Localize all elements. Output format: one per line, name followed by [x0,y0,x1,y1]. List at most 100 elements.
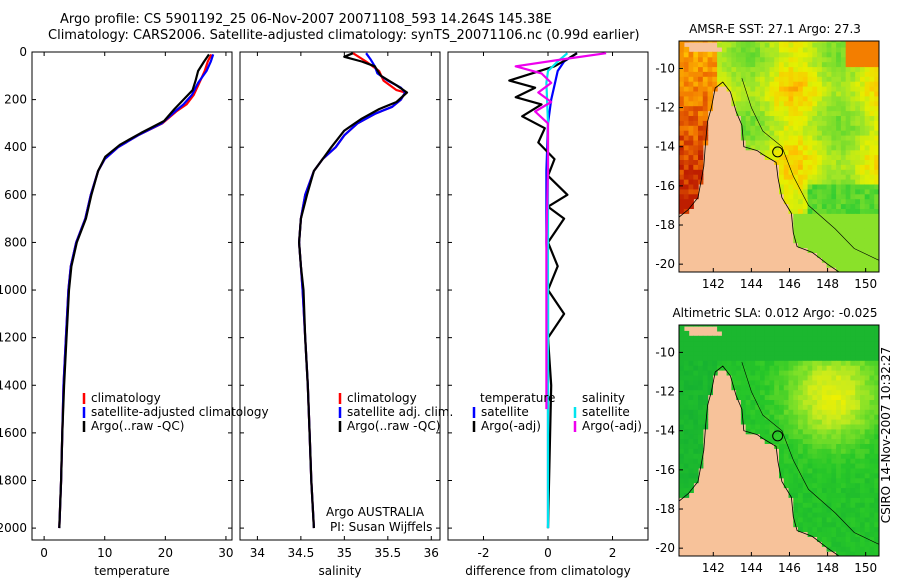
sst-cell [798,100,804,107]
sst-cell [698,95,704,102]
sla-cell [860,365,866,371]
sla-cell [845,502,852,508]
sst-cell [807,41,813,43]
sst-cell [717,56,723,63]
sst-cell [812,130,818,136]
sst-cell [831,71,837,77]
sst-cell [864,218,871,224]
sst-cell [764,42,771,48]
sst-cell [831,198,837,205]
sla-cell [845,512,852,518]
sla-cell [793,472,799,479]
sst-cell [860,81,866,87]
sst-cell [688,61,694,68]
sst-cell [855,213,861,219]
sla-cell [840,443,847,449]
sla-cell [812,326,818,332]
sst-cell [817,208,823,214]
sst-cell [783,61,790,68]
sst-cell [840,76,847,82]
sst-cell [745,71,752,77]
sst-cell [869,179,875,185]
sst-cell [874,179,879,185]
sst-map-title: AMSR-E SST: 27.1 Argo: 27.3 [689,22,861,36]
sst-cell [831,164,837,170]
sst-cell [836,149,842,156]
sla-cell [698,399,704,405]
sst-cell [779,179,785,185]
sst-cell [693,188,699,195]
sst-cell [679,144,685,151]
sla-cell [779,463,785,469]
sst-cell [845,169,852,175]
sla-cell [793,423,799,430]
sst-cell [845,242,852,249]
sla-cell [836,355,842,361]
sst-cell [826,46,832,53]
sst-cell [788,203,794,209]
sst-cell [836,110,842,116]
sla-cell [740,330,747,337]
sst-cell [864,56,871,63]
sla-cell [779,355,785,361]
sla-cell [802,330,809,337]
sst-cell [840,95,847,102]
sst-cell [860,208,866,214]
sst-cell [855,203,861,209]
sla-cell [821,502,828,508]
sst-cell [683,188,690,195]
sla-cell [831,458,837,464]
sla-cell [679,350,685,356]
sla-cell [826,458,832,464]
sla-cell [802,409,809,415]
sla-cell [817,428,823,435]
sst-cell [702,115,709,121]
sla-cell [793,345,799,352]
sst-cell [821,237,828,244]
sla-cell [774,379,780,386]
sla-cell [855,541,861,547]
sst-cell [869,247,875,253]
sla-cell [845,374,852,381]
sla-cell [731,335,737,342]
sla-cell [764,330,771,337]
sst-cell [860,110,866,116]
sla-cell [831,487,837,493]
sst-cell [793,110,799,116]
sst-cell [802,42,809,48]
sla-cell [798,502,804,508]
sst-cell [755,81,761,87]
sla-cell [855,423,861,430]
sst-cell [817,159,823,165]
sla-cell [745,404,752,410]
sst-cell [836,232,842,239]
sst-cell [740,56,747,63]
sla-cell [864,428,871,435]
sla-cell [683,345,690,352]
sst-cell [755,66,761,72]
sst-cell [817,139,823,146]
sla-cell [821,536,828,542]
sst-cell [693,154,699,160]
sst-cell [679,125,685,131]
sst-cell [869,232,875,239]
sst-cell [845,56,852,63]
sst-cell [874,213,879,219]
sst-cell [860,61,866,68]
sla-cell [812,467,818,474]
sla-cell [864,502,871,508]
sla-cell [864,340,871,347]
sst-cell [807,193,813,200]
sla-cell [845,482,852,489]
sst-cell [864,42,871,48]
sst-cell [802,41,809,43]
sla-cell [779,379,785,386]
sla-cell [864,404,871,410]
sst-cell [874,267,879,272]
sst-cell [850,174,856,180]
sla-cell [779,423,785,430]
sst-cell [683,115,690,121]
sla-cell [783,335,790,342]
sst-cell [764,46,771,53]
sla-cell [698,438,704,444]
